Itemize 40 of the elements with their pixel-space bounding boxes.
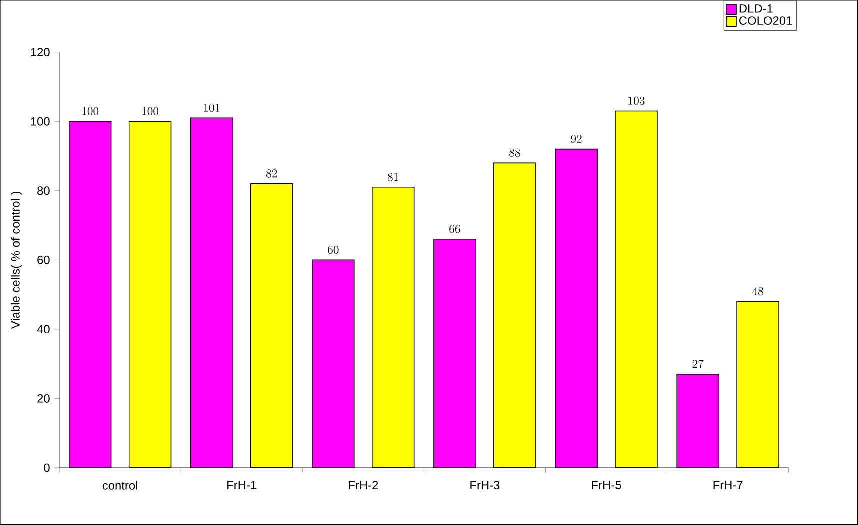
bar xyxy=(494,162,536,468)
bar xyxy=(736,301,780,468)
data-label: 48 xyxy=(752,287,764,296)
y-tick-label: 80 xyxy=(38,186,50,195)
legend-label: DLD-1 xyxy=(740,4,773,13)
y-tick-label: 40 xyxy=(37,325,50,334)
bar xyxy=(250,183,294,468)
y-axis-title: Viable cells( % of control ) xyxy=(11,192,22,329)
bar xyxy=(190,118,234,468)
x-tick-label: FrH-7 xyxy=(714,480,743,490)
x-tick-label: FrH-1 xyxy=(228,480,257,490)
x-tick-label: FrH-5 xyxy=(592,480,622,490)
y-tick-label: 20 xyxy=(38,394,50,403)
data-label: 100 xyxy=(142,107,159,116)
data-label: 92 xyxy=(571,134,582,144)
y-tick-label: 100 xyxy=(31,117,50,126)
data-label: 100 xyxy=(82,107,99,116)
y-tick-label: 0 xyxy=(44,464,50,472)
y-tick-label: 120 xyxy=(31,48,50,56)
bar xyxy=(555,148,598,468)
data-label: 103 xyxy=(628,96,645,105)
data-label: 60 xyxy=(328,246,339,254)
bar xyxy=(312,260,355,468)
data-label: 66 xyxy=(450,224,460,234)
x-tick-label: FrH-2 xyxy=(349,480,378,490)
bar xyxy=(615,110,658,468)
bar xyxy=(372,186,415,468)
bar xyxy=(128,121,172,468)
bar xyxy=(434,238,476,468)
data-label: 27 xyxy=(692,360,704,368)
data-label: 88 xyxy=(510,148,520,157)
data-label: 82 xyxy=(266,169,278,178)
bar xyxy=(68,121,112,468)
x-tick-label: control xyxy=(102,480,138,490)
data-label: 81 xyxy=(388,172,398,182)
bar xyxy=(676,374,720,468)
x-tick-label: FrH-3 xyxy=(470,480,500,490)
legend-label: COLO201 xyxy=(740,16,792,25)
data-label: 101 xyxy=(204,104,220,112)
y-tick-label: 60 xyxy=(38,256,50,264)
